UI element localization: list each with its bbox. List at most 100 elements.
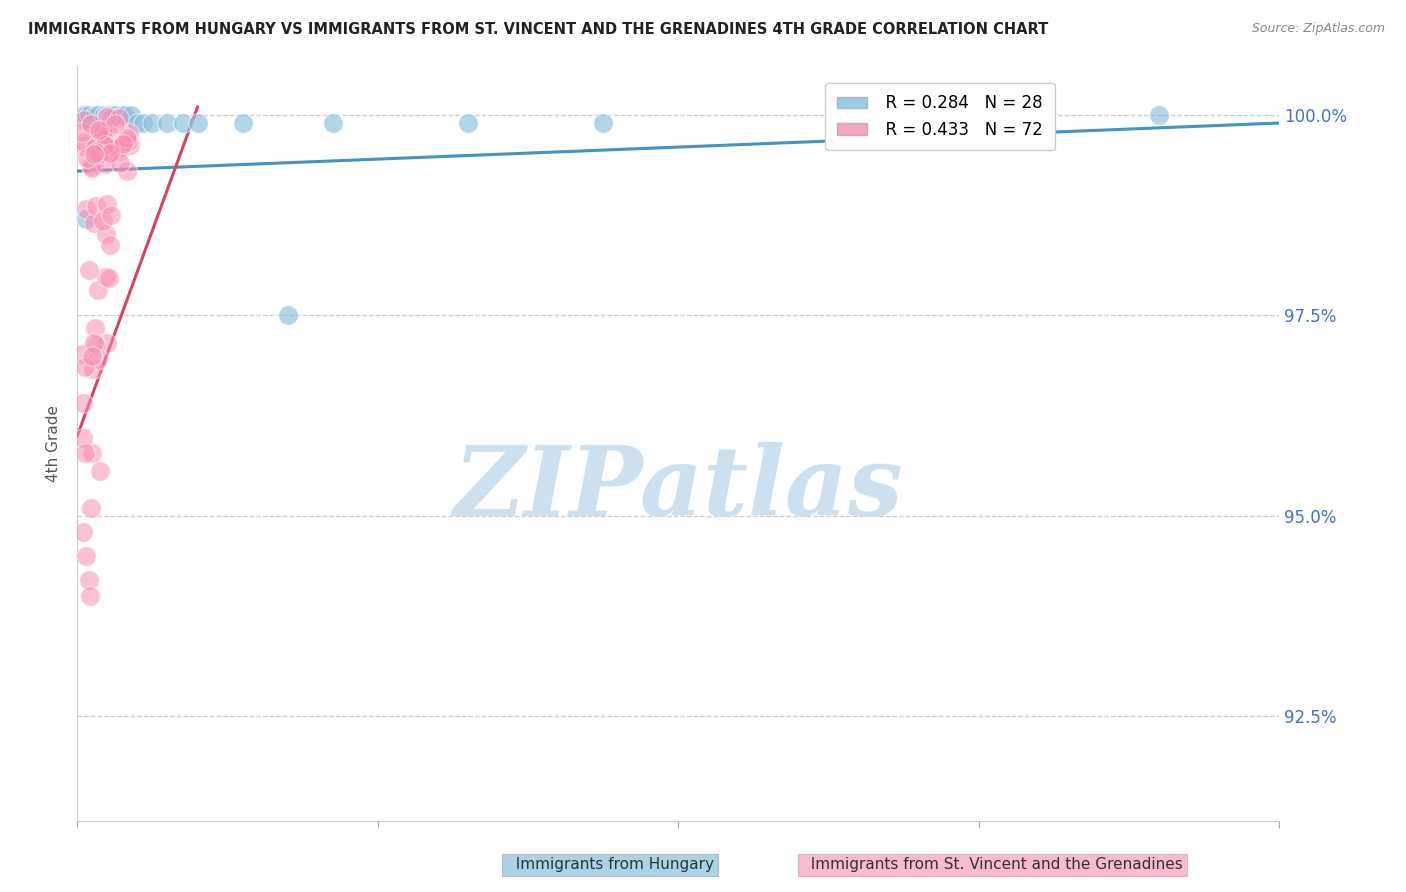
Text: IMMIGRANTS FROM HUNGARY VS IMMIGRANTS FROM ST. VINCENT AND THE GRENADINES 4TH GR: IMMIGRANTS FROM HUNGARY VS IMMIGRANTS FR… <box>28 22 1049 37</box>
Point <box>127 116 149 130</box>
Point <box>100 111 122 125</box>
Point <box>82 161 104 176</box>
Point <box>72 432 94 446</box>
Point <box>93 108 115 122</box>
Point <box>86 283 108 297</box>
Point <box>115 131 138 145</box>
Point <box>84 321 107 335</box>
Point <box>120 108 142 122</box>
Point <box>96 335 118 350</box>
Point <box>84 199 107 213</box>
Point <box>112 136 135 151</box>
Point <box>72 108 94 122</box>
Point <box>79 108 101 122</box>
Point <box>277 309 299 323</box>
Point <box>108 156 131 170</box>
Point <box>91 214 114 228</box>
Point <box>97 146 120 161</box>
Point <box>83 154 105 169</box>
Point <box>73 113 96 128</box>
Point <box>98 271 121 285</box>
Point <box>107 111 129 125</box>
Point <box>73 135 96 149</box>
Point <box>82 116 104 130</box>
Point <box>96 110 118 124</box>
Point <box>322 116 344 130</box>
Point <box>70 347 93 361</box>
Point <box>93 137 115 152</box>
Point <box>80 446 103 460</box>
Point <box>80 159 103 173</box>
Point <box>110 140 132 154</box>
Point <box>100 208 122 222</box>
Point <box>80 117 103 131</box>
Point <box>114 108 136 122</box>
Point <box>94 227 117 241</box>
Point <box>73 138 96 153</box>
Point <box>141 116 163 130</box>
Point <box>84 108 107 122</box>
Point <box>76 151 98 165</box>
Point <box>82 349 104 363</box>
Text: Immigrants from Hungary: Immigrants from Hungary <box>506 857 714 872</box>
Point <box>98 238 121 252</box>
Legend:   R = 0.284   N = 28,   R = 0.433   N = 72: R = 0.284 N = 28, R = 0.433 N = 72 <box>825 83 1054 151</box>
Point <box>89 464 111 478</box>
Point <box>1149 108 1171 122</box>
Point <box>93 124 115 138</box>
Point <box>103 116 125 130</box>
Point <box>75 212 97 227</box>
Point <box>89 146 111 161</box>
Point <box>86 145 108 159</box>
Point <box>105 108 128 122</box>
Point <box>96 108 118 122</box>
Point <box>83 335 105 350</box>
Point <box>75 360 97 375</box>
Point <box>172 116 194 130</box>
Point <box>75 108 97 122</box>
Point <box>100 108 122 122</box>
Point <box>77 573 100 587</box>
Point <box>117 135 139 149</box>
Point <box>91 127 114 141</box>
Text: ZIPatlas: ZIPatlas <box>454 442 903 536</box>
Point <box>73 446 96 460</box>
Y-axis label: 4th Grade: 4th Grade <box>46 405 62 483</box>
Point <box>94 269 117 284</box>
Point <box>75 549 97 563</box>
Point <box>75 202 97 216</box>
Point <box>186 116 209 130</box>
Point <box>104 140 127 154</box>
Point <box>156 116 179 130</box>
Point <box>90 116 112 130</box>
Point <box>82 362 104 376</box>
Point <box>132 116 155 130</box>
Point <box>94 157 117 171</box>
Point <box>89 128 111 143</box>
Text: Immigrants from St. Vincent and the Grenadines: Immigrants from St. Vincent and the Gren… <box>801 857 1184 872</box>
Point <box>592 116 614 130</box>
Point <box>79 589 101 603</box>
Point <box>70 125 93 139</box>
Point <box>87 108 110 122</box>
Text: Source: ZipAtlas.com: Source: ZipAtlas.com <box>1251 22 1385 36</box>
Point <box>118 126 141 140</box>
Point <box>97 124 120 138</box>
Point <box>94 141 117 155</box>
Point <box>457 116 479 130</box>
Point <box>72 524 94 539</box>
Point <box>84 141 107 155</box>
Point <box>108 145 131 159</box>
Point <box>80 500 103 515</box>
Point <box>115 164 138 178</box>
Point <box>87 351 110 366</box>
Point <box>232 116 254 130</box>
Point <box>84 338 107 352</box>
Point <box>120 138 142 153</box>
Point <box>83 216 105 230</box>
Point <box>79 263 101 277</box>
Point <box>93 138 115 153</box>
Point <box>105 144 128 158</box>
Point <box>103 108 125 122</box>
Point <box>111 108 134 122</box>
